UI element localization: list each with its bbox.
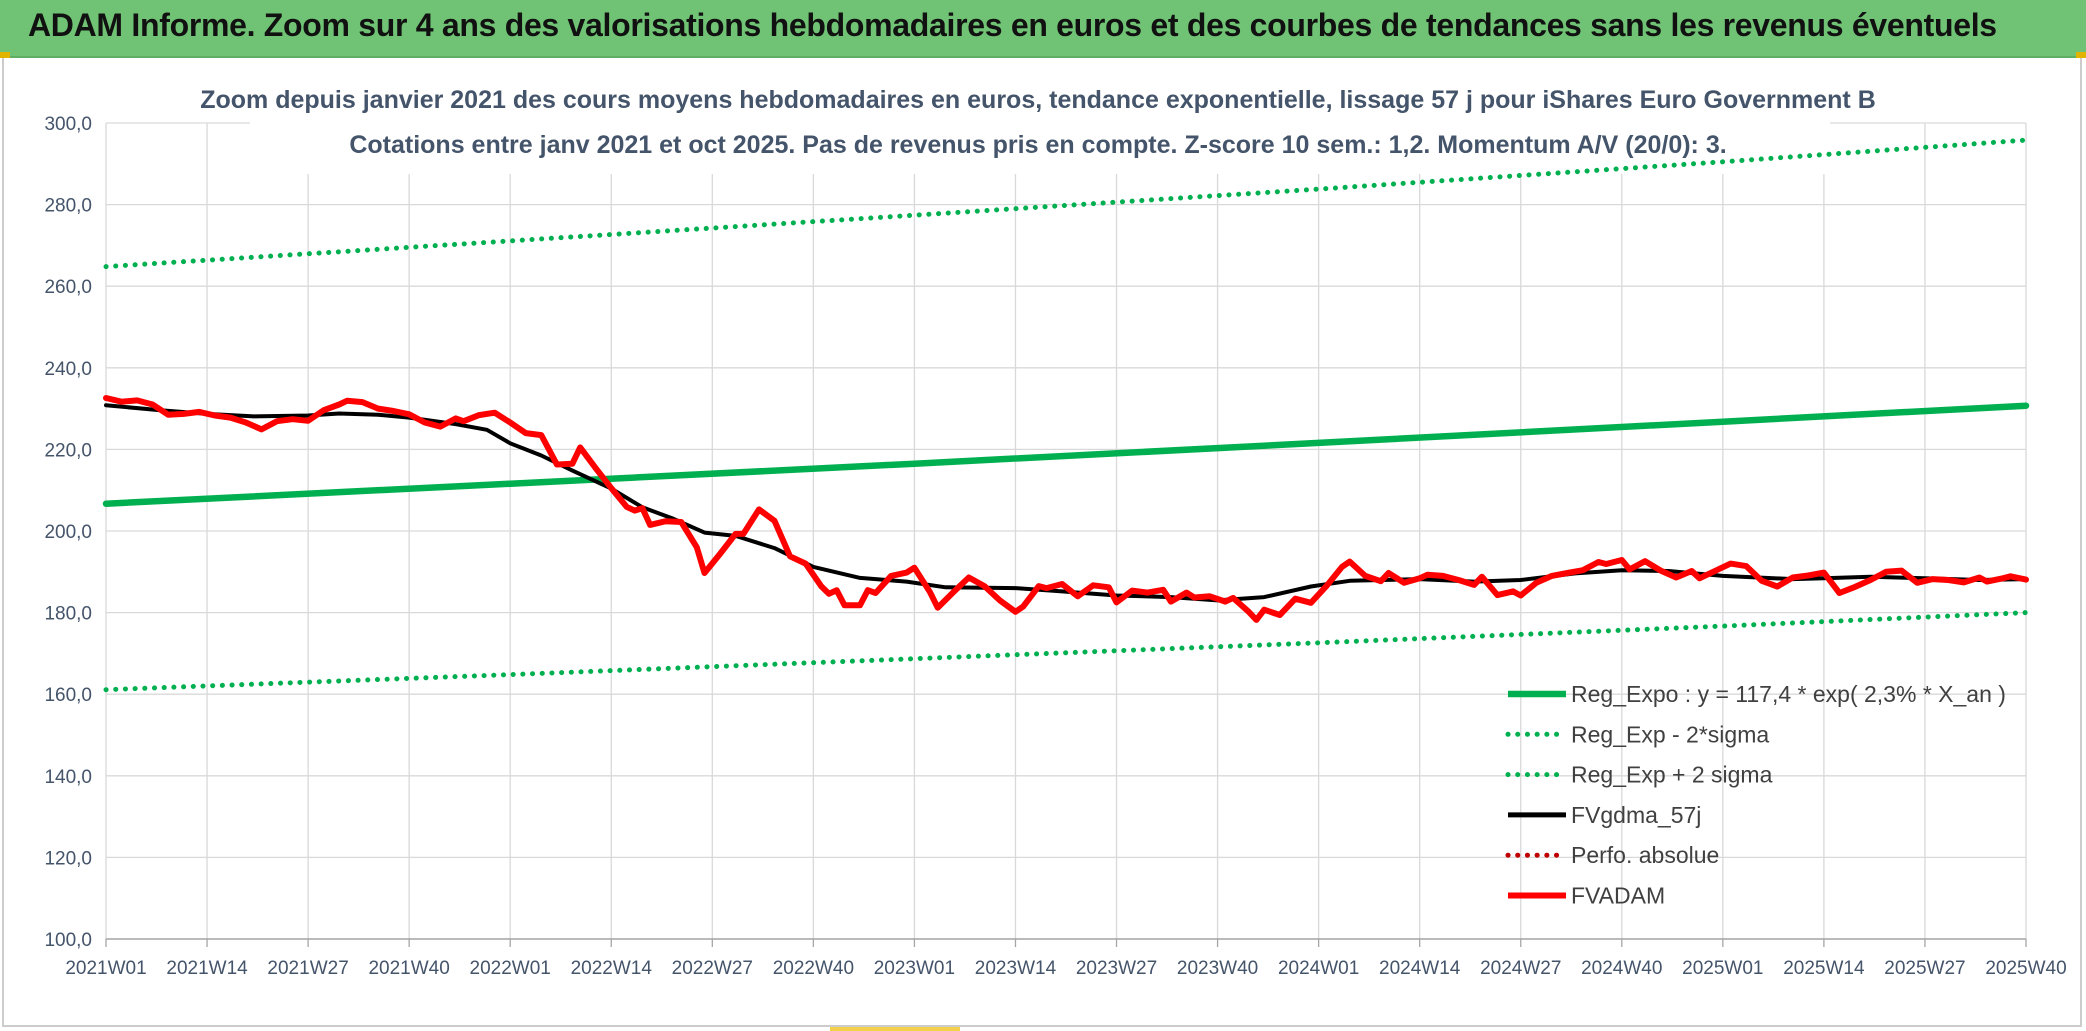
x-tick-label: 2021W40 [368,958,449,979]
y-tick-label: 200,0 [44,522,92,543]
series-layer [102,137,2030,693]
legend-label: Perfo. absolue [1571,842,1719,868]
legend-label: FVADAM [1571,883,1665,909]
title-background [250,80,1830,174]
x-tick-label: 2021W01 [65,958,146,979]
x-tick-label: 2022W01 [470,958,551,979]
x-tick-label: 2025W27 [1884,958,1965,979]
x-tick-label: 2025W01 [1682,958,1763,979]
x-tick-label: 2023W01 [874,958,955,979]
x-tick-label: 2022W27 [672,958,753,979]
y-tick-label: 280,0 [44,196,92,217]
y-tick-label: 300,0 [44,114,92,135]
series-line-regexpo-0 [102,402,2030,507]
x-tick-label: 2025W14 [1783,958,1865,979]
series-line-regexp-2 [103,137,2029,270]
x-tick-label: 2022W14 [571,958,653,979]
series-line-fvgdma57j-3 [104,403,2028,603]
series-line-regexp-1 [103,610,2029,693]
report-title: ADAM Informe. Zoom sur 4 ans des valoris… [28,7,1997,43]
x-tick-label: 2021W14 [166,958,248,979]
y-tick-label: 140,0 [44,767,92,788]
chart-title: Zoom depuis janvier 2021 des cours moyen… [200,86,1876,114]
legend-label: FVgdma_57j [1571,802,1701,828]
x-tick-label: 2021W27 [267,958,348,979]
y-tick-label: 220,0 [44,440,92,461]
chart-subtitle: Cotations entre janv 2021 et oct 2025. P… [349,131,1726,159]
legend-label: Reg_Expo : y = 117,4 * exp( 2,3% * X_an … [1571,681,2006,707]
x-tick-label: 2025W40 [1985,958,2066,979]
corner-accent-left [0,52,10,58]
y-tick-label: 260,0 [44,277,92,298]
chart-legend: Reg_Expo : y = 117,4 * exp( 2,3% * X_an … [1496,672,2026,912]
series-line-fvadam-5 [103,395,2029,623]
legend-background [1496,672,2026,912]
legend-label: Reg_Exp + 2 sigma [1571,762,1773,788]
legend-label: Reg_Exp - 2*sigma [1571,721,1769,747]
grid-layer [105,122,2027,940]
x-tick-label: 2023W27 [1076,958,1157,979]
x-tick-label: 2024W40 [1581,958,1662,979]
bottom-accent [830,1027,960,1031]
corner-accent-right [2076,52,2086,58]
y-tick-label: 160,0 [44,685,92,706]
chart-title-block: Zoom depuis janvier 2021 des cours moyen… [200,80,1876,174]
axis-layer: 100,0 120,0 140,0 160,0 180,0 200,0 220,0 240,0… [44,114,2066,979]
x-tick-label: 2023W40 [1177,958,1258,979]
x-tick-label: 2022W40 [773,958,854,979]
x-tick-label: 2024W01 [1278,958,1359,979]
x-tick-label: 2024W27 [1480,958,1561,979]
y-tick-label: 100,0 [44,930,92,951]
x-tick-label: 2023W14 [975,958,1057,979]
chart-frame [2,57,2082,1027]
y-tick-label: 180,0 [44,604,92,625]
report-banner: ADAM Informe. Zoom sur 4 ans des valoris… [0,0,2086,58]
y-tick-label: 120,0 [44,848,92,869]
x-tick-label: 2024W14 [1379,958,1461,979]
y-tick-label: 240,0 [44,359,92,380]
